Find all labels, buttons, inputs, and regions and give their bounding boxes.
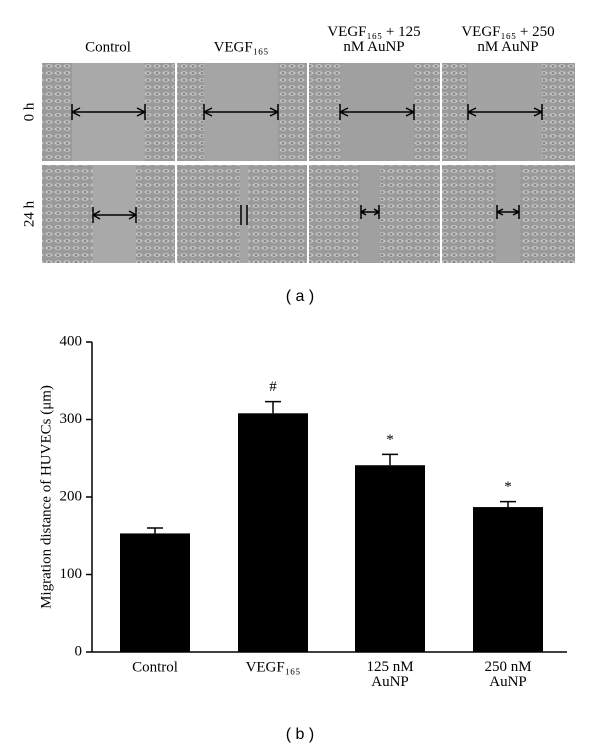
bar — [355, 465, 425, 652]
annotation: * — [386, 432, 394, 448]
bar — [238, 413, 308, 652]
error-bar — [147, 527, 163, 534]
micrograph-panel — [42, 63, 575, 263]
bar — [473, 507, 543, 652]
y-tick-label: 300 — [60, 411, 83, 427]
column-label: VEGF₁₆₅ + 250 nM AuNP — [461, 24, 554, 55]
x-tick-label: 250 nM AuNP — [484, 659, 531, 690]
row-label: 24 h — [21, 200, 37, 227]
x-tick-label: VEGF₁₆₅ — [246, 659, 301, 675]
annotation: * — [504, 479, 512, 495]
error-bar — [382, 453, 398, 466]
x-tick-label: Control — [132, 659, 178, 675]
bar — [120, 533, 190, 652]
x-tick-label: 125 nM AuNP — [366, 659, 413, 690]
y-axis-label: Migration distance of HUVECs (μm) — [38, 385, 54, 609]
caption: ( b ) — [286, 726, 314, 743]
annotation: # — [269, 379, 277, 395]
y-tick-label: 200 — [60, 488, 83, 504]
column-label: VEGF₁₆₅ — [214, 39, 269, 55]
error-bar — [500, 500, 516, 508]
y-tick-label: 400 — [60, 333, 83, 349]
y-tick-label: 0 — [75, 643, 83, 659]
caption: ( a ) — [286, 288, 314, 305]
error-bar — [265, 400, 281, 414]
y-tick-label: 100 — [60, 566, 83, 582]
column-label: Control — [85, 39, 131, 55]
row-label: 0 h — [21, 102, 37, 121]
column-label: VEGF₁₆₅ + 125 nM AuNP — [327, 24, 420, 55]
